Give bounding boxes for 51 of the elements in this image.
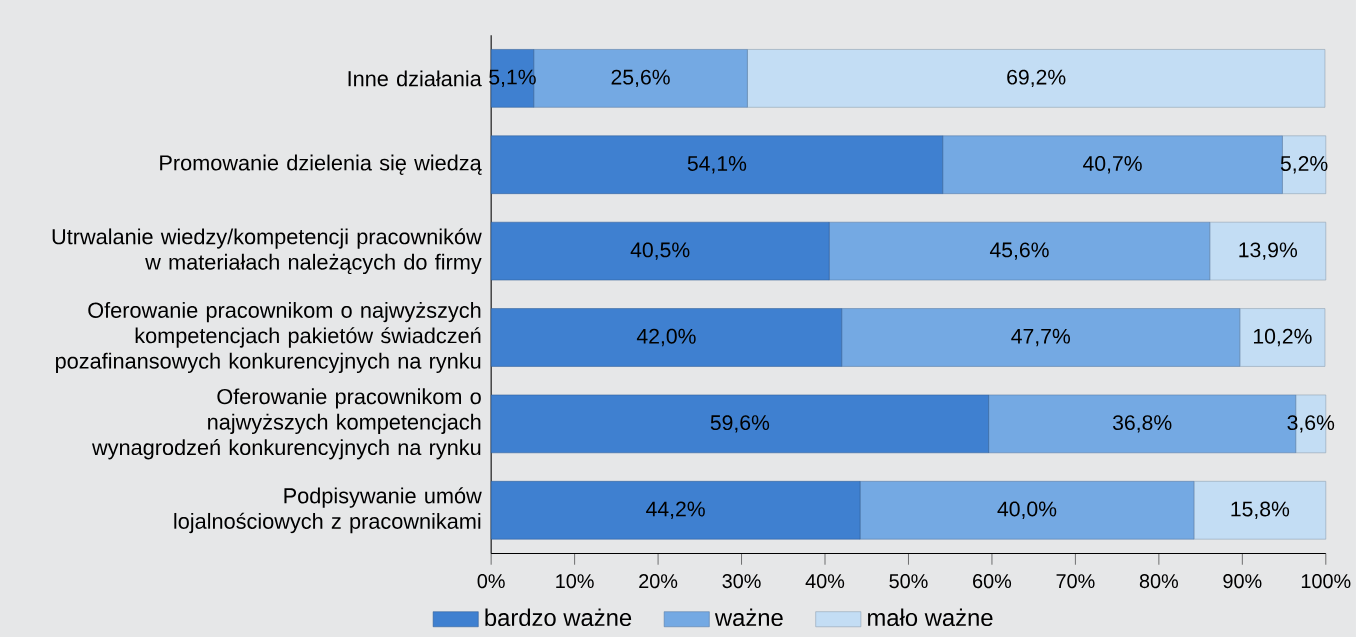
y-tick-label: Inne działania	[348, 70, 482, 87]
x-tick-label: 60%	[973, 573, 1012, 588]
data-label: 13,9%	[1239, 242, 1298, 260]
x-tick-label: 90%	[1223, 573, 1262, 588]
data-label: 42,0%	[636, 328, 696, 347]
data-label: 40,7%	[1083, 155, 1142, 174]
x-tick-label: 50%	[889, 573, 928, 588]
x-tick-label: 80%	[1139, 573, 1179, 588]
bar	[490, 480, 861, 540]
bar	[490, 135, 943, 194]
x-tick-label: 70%	[1056, 573, 1095, 588]
legend-label: bardzo ważne	[485, 608, 632, 626]
data-label: 3,6%	[1287, 414, 1335, 433]
legend-label: mało ważne	[868, 608, 993, 626]
data-label: 5,2%	[1280, 155, 1328, 174]
bar	[942, 135, 1283, 194]
x-tick-label: 30%	[722, 573, 761, 588]
data-label: 59,6%	[710, 414, 770, 433]
data-label: 40,5%	[630, 242, 690, 260]
bar	[1193, 480, 1327, 540]
bar	[747, 48, 1326, 108]
data-label: 45,6%	[989, 242, 1049, 260]
bar	[841, 308, 1241, 367]
bar	[828, 221, 1211, 281]
y-tick-label: Oferowanie pracownikom o najwyższych kompetencjach wynagrodzeń konkurencyjnych na rynku	[91, 388, 481, 460]
bar	[490, 394, 989, 453]
data-label: 54,1%	[687, 155, 747, 174]
bar	[1239, 308, 1326, 367]
data-label: 15,8%	[1231, 501, 1290, 519]
y-tick-label: Oferowanie pracownikom o najwyższych kompetencjach pakietów świadczeń pozafinansowych konkurencyjnych na rynku	[56, 301, 481, 373]
x-tick-label: 0%	[477, 573, 505, 588]
x-tick-label: 40%	[805, 573, 845, 588]
legend-label: ważne	[714, 608, 783, 626]
bar	[859, 480, 1195, 540]
y-tick-label: Promowanie dzielenia się wiedzą	[160, 154, 482, 175]
bar	[490, 221, 830, 281]
x-tick-label: 10%	[556, 573, 594, 588]
data-label: 25,6%	[611, 69, 670, 87]
data-label: 47,7%	[1011, 328, 1071, 346]
bar	[490, 308, 842, 367]
x-tick-label: 20%	[639, 573, 678, 588]
data-label: 44,2%	[646, 501, 705, 519]
bar	[1282, 135, 1327, 194]
bar	[1209, 221, 1327, 281]
data-label: 69,2%	[1007, 69, 1066, 87]
y-tick-label: Podpisywanie umów lojalnościowych z pracownikami	[174, 487, 482, 534]
y-tick-label: Utrwalanie wiedzy/kompetencji pracowników w materiałach należących do firmy	[52, 227, 482, 274]
data-label: 36,8%	[1112, 414, 1172, 433]
x-tick-label: 100%	[1301, 573, 1351, 588]
data-label: 10,2%	[1253, 328, 1312, 347]
data-label: 40,0%	[997, 501, 1057, 519]
